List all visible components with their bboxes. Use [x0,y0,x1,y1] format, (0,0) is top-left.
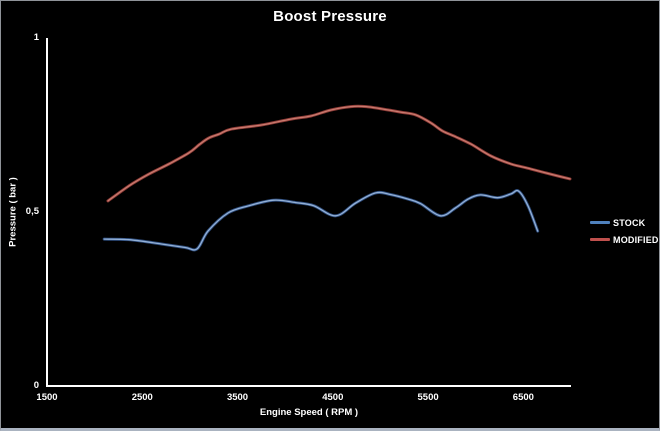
series-line-stock [103,189,539,251]
y-tick-label-0,5: 0,5 [25,206,39,217]
y-axis-title-text: Pressure ( bar ) [7,177,19,247]
legend-label-modified: MODIFIED [613,234,659,245]
y-tick-label-0: 0 [33,380,39,391]
x-axis-title: Engine Speed ( RPM ) [259,407,359,418]
chart-title: Boost Pressure [273,8,387,25]
x-tick-label-2500: 2500 [131,392,153,403]
legend-label-stock: STOCK [613,217,646,228]
x-tick-label-3500: 3500 [226,392,249,403]
series-line-stock-outline [102,189,540,252]
legend-item-modified: MODIFIED [590,231,659,248]
x-tick-label-6500: 6500 [512,392,534,403]
legend-line-sample-modified [590,238,610,241]
y-tick-label-1: 1 [33,32,39,43]
legend-item-stock: STOCK [590,214,659,231]
series-line-modified-outline [106,104,572,203]
x-tick-label-4500: 4500 [322,392,344,403]
legend-line-sample-stock [590,221,610,224]
series-line-modified [107,105,571,202]
legend: STOCK MODIFIED [590,214,659,248]
x-tick-label-1500: 1500 [36,392,58,403]
x-tick-label-5500: 5500 [417,392,439,403]
